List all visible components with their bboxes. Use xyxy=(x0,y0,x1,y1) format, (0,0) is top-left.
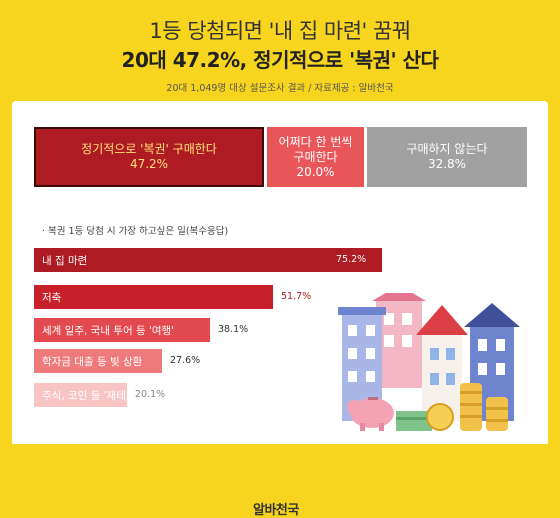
stack-segment-value: 32.8% xyxy=(427,157,467,171)
logo-mark-icon xyxy=(240,504,251,515)
source-note: 20대 1,049명 대상 설문조사 결과 / 자료제공 : 알바천국 xyxy=(166,83,394,94)
stack-segment-label: 구매하지 않는다 xyxy=(406,142,488,156)
title-line-1: 1등 당첨되면 '내 집 마련' 꿈꿔 xyxy=(149,19,411,43)
wish-bar-4: 학자금 대출 등 빚 상환 xyxy=(34,349,162,373)
brand-logo-text: 알바천국 xyxy=(253,503,299,518)
stack-segment-value: 47.2% xyxy=(129,157,169,171)
stack-segment-3: 구매하지 않는다 32.8% xyxy=(367,127,527,187)
content-panel: 정기적으로 '복권' 구매한다 47.2% 어쩌다 한 번씩 구매한다 20.0% 구매… xyxy=(12,101,548,518)
stack-segment-label: 정기적으로 '복권' 구매한다 xyxy=(81,142,217,156)
wish-chart-title: · 복권 1등 당첨 시 가장 하고싶은 일(복수응답) xyxy=(42,226,229,237)
wish-bar-label: 내 집 마련 xyxy=(42,254,88,267)
wish-bar-value: 20.1% xyxy=(135,389,166,400)
wish-bar-3: 세계 일주, 국내 투어 등 '여행' xyxy=(34,318,210,342)
wish-bar-label: 세계 일주, 국내 투어 등 '여행' xyxy=(42,324,175,337)
brand-logo: 알바천국 xyxy=(240,499,299,518)
purchase-frequency-stacked-bar: 정기적으로 '복권' 구매한다 47.2% 어쩌다 한 번씩 구매한다 20.0% 구매… xyxy=(34,127,527,187)
stack-segment-1: 정기적으로 '복권' 구매한다 47.2% xyxy=(34,127,264,187)
wish-bar-5: 주식, 코인 등 '재테크' xyxy=(34,383,138,407)
wish-bar-label: 학자금 대출 등 빚 상환 xyxy=(42,355,143,368)
wish-bar-2: 저축 xyxy=(34,285,273,309)
wish-bar-value: 75.2% xyxy=(336,254,367,265)
wish-bar-1: 내 집 마련 xyxy=(34,248,382,272)
title-line-2: 20대 47.2%, 정기적으로 '복권' 산다 xyxy=(121,48,439,72)
wish-bar-value: 27.6% xyxy=(170,355,201,366)
wish-bar-value: 38.1% xyxy=(218,324,249,335)
wish-bar-label: 주식, 코인 등 '재테크' xyxy=(42,389,139,402)
stack-segment-2: 어쩌다 한 번씩 구매한다 20.0% xyxy=(267,127,364,187)
stack-segment-label: 어쩌다 한 번씩 구매한다 xyxy=(278,134,353,164)
wish-bar-label: 저축 xyxy=(42,291,62,304)
wish-bar-value: 51.7% xyxy=(281,291,312,302)
stack-segment-value: 20.0% xyxy=(296,164,335,179)
houses-illustration xyxy=(338,293,520,431)
